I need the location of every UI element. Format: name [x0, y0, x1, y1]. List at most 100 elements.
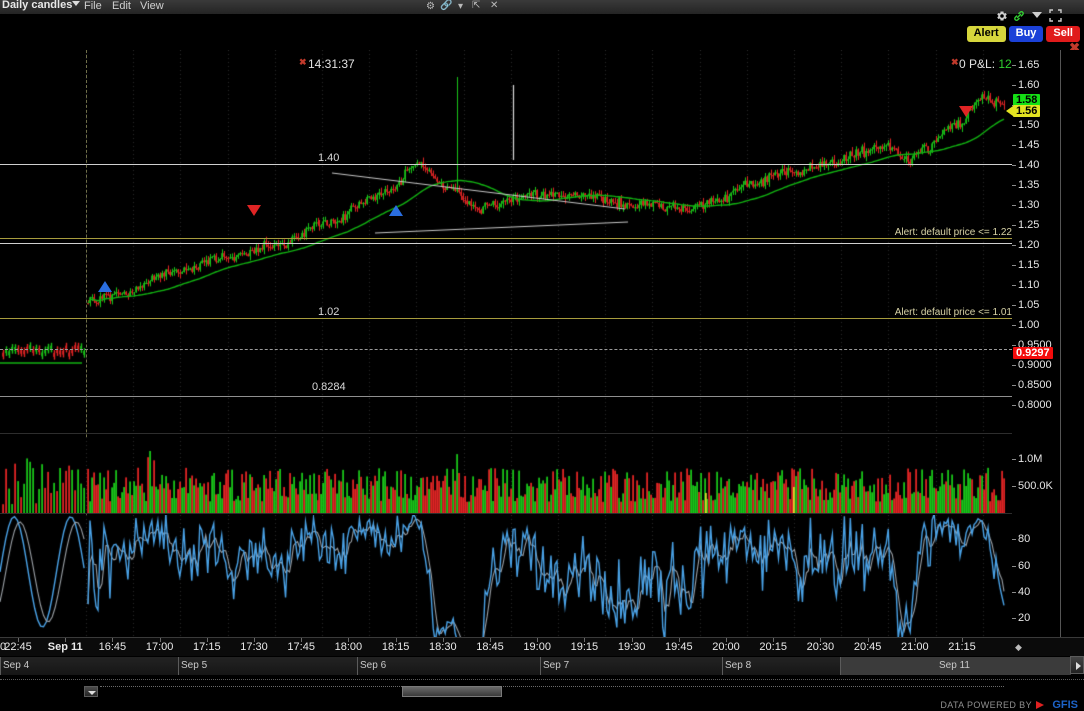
- menu-edit[interactable]: Edit: [112, 0, 131, 12]
- volume-tick-500k: 500.0K: [1018, 480, 1053, 492]
- date-segment-Sep-8[interactable]: [722, 657, 841, 675]
- time-label-17-00: 17:00: [145, 641, 174, 653]
- date-bar[interactable]: Sep 4 Sep 5 Sep 6 Sep 7 Sep 8 Sep 11: [0, 656, 1071, 675]
- axis-tickmark: [1012, 285, 1016, 286]
- alert-button[interactable]: Alert: [966, 26, 1006, 42]
- time-tickmark: [206, 638, 208, 642]
- price-axis[interactable]: [1012, 50, 1084, 637]
- close-orderpanel-icon[interactable]: ✖: [1069, 40, 1080, 55]
- time-label-17-15: 17:15: [193, 641, 221, 653]
- scrollbar-thumb[interactable]: [402, 686, 502, 697]
- axis-tickmark: [1012, 539, 1016, 540]
- titlebar-restore-icon[interactable]: ⇱: [472, 0, 481, 11]
- title-chevron-down-icon[interactable]: [72, 1, 80, 6]
- time-label-21-00: 21:00: [901, 641, 929, 653]
- scroll-left-button[interactable]: [84, 686, 98, 697]
- stoch-tick-40: 40: [1018, 586, 1031, 598]
- time-tickmark: [65, 638, 67, 642]
- date-segment-Sep-5[interactable]: [178, 657, 358, 675]
- axis-tickmark: [1012, 145, 1016, 146]
- menu-view[interactable]: View: [140, 0, 164, 12]
- titlebar-close-icon[interactable]: ✕: [490, 0, 499, 11]
- powered-by-label: DATA POWERED BY: [940, 700, 1032, 710]
- time-label-21-15: 21:15: [948, 641, 976, 653]
- price-tick-0.9000: 0.9000: [1018, 359, 1052, 371]
- time-tickmark: [867, 638, 869, 642]
- time-label-18-30: 18:30: [429, 641, 457, 653]
- time-tickmark: [348, 638, 350, 642]
- time-tickmark: [254, 638, 255, 642]
- time-tickmark: [631, 638, 633, 642]
- time-label-17-30: 17:30: [240, 641, 268, 653]
- chart-gear-icon[interactable]: [996, 10, 1008, 22]
- chart-expand-icon[interactable]: [1049, 9, 1062, 22]
- date-label-Sep-11: Sep 11: [939, 660, 970, 671]
- axis-border: [1060, 50, 1061, 637]
- axis-tickmark: [1012, 205, 1016, 206]
- menu-file[interactable]: File: [84, 0, 102, 12]
- sell-button[interactable]: Sell: [1046, 26, 1080, 42]
- axis-tickmark: [1012, 245, 1016, 246]
- date-segment-Sep-4[interactable]: [0, 657, 179, 675]
- price-tick-1.20: 1.20: [1018, 239, 1040, 251]
- axis-tickmark: [1012, 85, 1016, 86]
- title-bar: Daily candles File Edit View ⚙ 🔗 ▾ ⇱ ✕: [0, 0, 1084, 14]
- time-label-19-45: 19:45: [665, 641, 693, 653]
- time-label-partial: 0: [0, 641, 7, 653]
- axis-tickmark: [1012, 618, 1016, 619]
- axis-tickmark: [1012, 365, 1016, 366]
- titlebar-chevron-down-icon[interactable]: ▾: [458, 1, 464, 12]
- date-segment-Sep-6[interactable]: [357, 657, 541, 675]
- axis-tickmark: [1012, 405, 1016, 406]
- low-dashed-line: [0, 349, 1012, 350]
- time-axis-scroll-handle[interactable]: ◆: [1015, 642, 1022, 652]
- time-axis[interactable]: 0 22:45 Sep 11 16:45 17:00 17:15 17:30 17:45 18:…: [0, 637, 1012, 657]
- axis-tickmark: [1012, 65, 1016, 66]
- price-candles-canvas: [0, 50, 1012, 433]
- price-tick-1.65: 1.65: [1018, 59, 1040, 71]
- titlebar-link-icon[interactable]: 🔗: [440, 0, 453, 11]
- price-tick-1.30: 1.30: [1018, 199, 1040, 211]
- axis-tickmark: [1012, 486, 1016, 487]
- axis-tickmark: [1012, 185, 1016, 186]
- date-segment-Sep-11[interactable]: [840, 657, 1071, 675]
- timestamp-close-icon[interactable]: ✖: [299, 57, 307, 67]
- sell-marker[interactable]: [247, 205, 261, 216]
- price-tick-1.40: 1.40: [1018, 159, 1040, 171]
- buy-marker[interactable]: [389, 205, 403, 216]
- buy-button[interactable]: Buy: [1008, 26, 1044, 42]
- axis-tickmark: [1012, 165, 1016, 166]
- time-tickmark: [537, 638, 539, 642]
- axis-tickmark: [1012, 265, 1016, 266]
- low-price-badge: 0.9297: [1013, 347, 1053, 359]
- price-chart-pane[interactable]: [0, 50, 1012, 433]
- time-label-20-30: 20:30: [806, 641, 835, 653]
- resistance-line: [0, 164, 1012, 165]
- chart-chevron-down-icon[interactable]: [1032, 11, 1042, 19]
- time-label-18-00: 18:00: [334, 641, 363, 653]
- stochastic-pane[interactable]: [0, 515, 1012, 637]
- titlebar-gear-icon[interactable]: ⚙: [426, 1, 435, 12]
- axis-tickmark: [1012, 325, 1016, 326]
- price-tick-1.15: 1.15: [1018, 259, 1040, 271]
- time-tickmark: [159, 638, 161, 642]
- sell-marker[interactable]: [959, 106, 973, 117]
- volume-pane[interactable]: [0, 437, 1012, 513]
- session-divider: [86, 50, 87, 637]
- bid-price-badge: 1.56: [1013, 105, 1041, 117]
- time-tickmark: [301, 638, 303, 642]
- pnl-close-icon[interactable]: ✖: [951, 57, 959, 67]
- pane-divider[interactable]: [0, 513, 1012, 514]
- time-tickmark: [820, 638, 822, 642]
- buy-marker[interactable]: [98, 281, 112, 292]
- axis-tickmark: [1012, 566, 1016, 567]
- date-segment-Sep-7[interactable]: [540, 657, 723, 675]
- low-line: [0, 396, 1012, 397]
- pane-divider[interactable]: [0, 433, 1012, 434]
- time-tickmark: [962, 638, 963, 642]
- price-tick-1.25: 1.25: [1018, 219, 1040, 231]
- time-tickmark: [18, 638, 19, 642]
- date-next-button[interactable]: [1070, 656, 1084, 674]
- chart-link-icon[interactable]: [1012, 9, 1026, 23]
